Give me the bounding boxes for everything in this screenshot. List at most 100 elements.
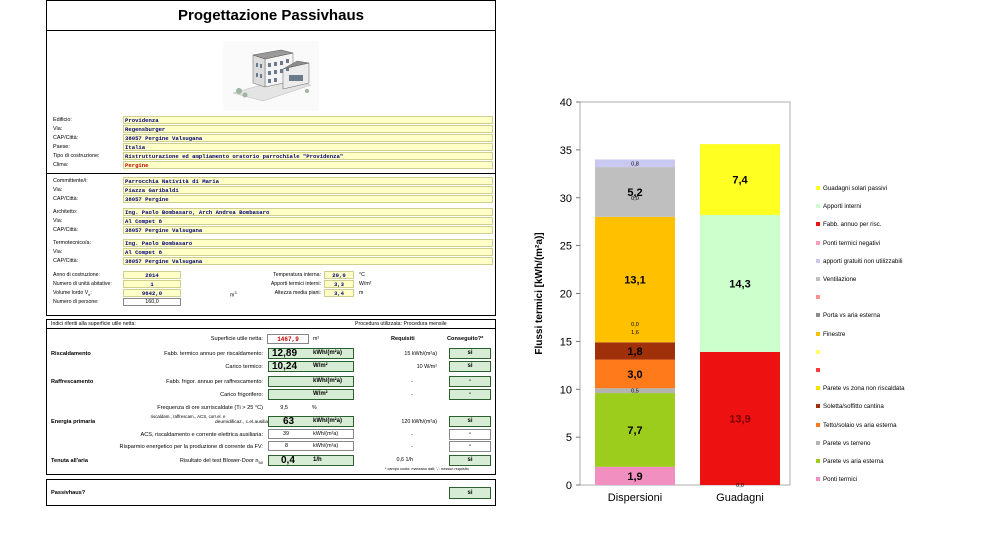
field-value[interactable]: Ristrutturazione ed ampliamento oratorio… — [123, 152, 493, 160]
field-value[interactable]: Al Compet 8 — [123, 248, 493, 256]
field-paese: Paese: Italia — [47, 143, 495, 151]
requisiti-header: Requisiti — [391, 336, 415, 342]
legend-swatch — [816, 222, 820, 227]
field-label: CAP/Città: — [53, 135, 79, 141]
legend-item: Parete vs terreno — [816, 440, 870, 448]
y-tick-label: 40 — [560, 97, 572, 109]
riscaldamento-heading: Riscaldamento — [51, 351, 91, 357]
fabb-risc-label: Fabb. termico annuo per riscaldamento: — [164, 351, 263, 357]
field-value[interactable]: 38057 Pergine — [123, 195, 493, 203]
tenuta-heading: Tenuta all'aria — [51, 458, 88, 464]
field-value[interactable]: 38057 Pergine Valsugana — [123, 134, 493, 142]
legend-label: Porta vs aria esterna — [823, 312, 881, 320]
volume-value[interactable]: 9642,0 — [123, 289, 181, 297]
bar-segment — [595, 388, 675, 394]
field-value[interactable]: Pergine — [123, 161, 493, 169]
conseguito-header: Conseguito?* — [447, 336, 484, 342]
legend-label: apporti gratuiti non utilizzabili — [823, 257, 903, 265]
legend-swatch — [816, 349, 820, 354]
legend-label: Ventilazione — [823, 276, 857, 283]
field-value[interactable]: Regensburger — [123, 125, 493, 133]
field-label: CAP/Città: — [53, 196, 79, 202]
legend-item: Parete vs aria esterna — [816, 458, 884, 466]
legend-item: Soletta/soffitto cantina — [816, 403, 884, 411]
data-label: 3,0 — [627, 369, 642, 381]
fabb-risc-value: 12,89 — [272, 348, 298, 359]
risp-label: Risparmio energetico per la produzione d… — [119, 444, 263, 450]
y-tick-label: 30 — [560, 193, 572, 205]
apporti-value[interactable]: 3,3 — [324, 280, 354, 288]
passivhaus-panel: Passivhaus? si — [46, 479, 496, 506]
field-value[interactable]: 38057 Pergine Valsugana — [123, 226, 493, 234]
altezza-value[interactable]: 3,4 — [324, 289, 354, 297]
superficie-label: Superficie utile netta: — [210, 336, 263, 342]
field-label: Clima: — [53, 162, 69, 168]
indici-header: Indici riferiti alla superficie utile ne… — [51, 321, 136, 327]
fabb-risc-cell: 12,89 kWh/(m²a) — [268, 348, 354, 359]
altezza-label: Altezza media piani: — [274, 290, 321, 296]
risp-unit: kWh/(m²a) — [313, 443, 339, 449]
temp-label: Temperatura interna: — [273, 272, 321, 278]
y-tick-label: 15 — [560, 336, 572, 348]
field-value[interactable]: Piazza Garibaldi — [123, 186, 493, 194]
bar-segment — [700, 214, 780, 352]
legend-swatch — [816, 240, 820, 245]
legend-swatch — [816, 295, 820, 300]
data-label: 1,6 — [631, 330, 639, 336]
persone-value[interactable]: 160,0 — [123, 298, 181, 306]
field-architetto: Architetto: Ing. Paolo Bombasaro, Arch A… — [47, 208, 495, 216]
bar-segment — [595, 466, 675, 485]
ep-label-2: deumidificaz., c.el.ausiliaria: — [215, 420, 275, 425]
risp-ok: - — [449, 441, 491, 452]
legend-item — [816, 349, 823, 357]
carico-frig-cell: W/m² — [268, 389, 354, 400]
carico-req: 10 W/m² — [416, 364, 437, 370]
field-committente-cap: CAP/Città: 38057 Pergine — [47, 195, 495, 203]
field-label: CAP/Città: — [53, 258, 79, 264]
legend-label: Fabb. annuo per risc. — [823, 221, 882, 229]
temp-unit: °C — [359, 272, 365, 278]
chart-canvas: 0 5 10 15 20 25 30 35 40 Flussi termici [kWh/(m²a… — [534, 97, 791, 504]
unita-value[interactable]: 1 — [123, 280, 181, 288]
building-illustration — [223, 41, 319, 111]
blower-unit: 1/h — [313, 457, 322, 463]
passivhaus-ok: si — [449, 487, 491, 499]
blower-value: 0,4 — [281, 455, 295, 466]
fabb-raff-cell: kWh/(m²a) — [268, 376, 354, 387]
legend-label: Ponti termici negativi — [823, 239, 881, 247]
field-value[interactable]: Italia — [123, 143, 493, 151]
legend-item: Ponti termici negativi — [816, 240, 880, 248]
field-value[interactable]: 38057 Pergine Valsugana — [123, 257, 493, 265]
superficie-value[interactable]: 1467,9 — [267, 334, 309, 344]
legend-swatch — [816, 477, 820, 482]
risp-cell: 8 kWh/(m²a) — [268, 441, 354, 451]
field-value[interactable]: Ing. Paolo Bombasaro — [123, 239, 493, 247]
data-label: 7,7 — [627, 425, 642, 437]
field-edificio: Edificio: Providenza — [47, 116, 495, 124]
field-value[interactable]: Providenza — [123, 116, 493, 124]
field-value[interactable]: Ing. Paolo Bombasaro, Arch Andrea Bombas… — [123, 208, 493, 216]
field-label: Via: — [53, 187, 63, 193]
data-label: 0,5 — [631, 389, 639, 395]
risp-req: - — [411, 444, 413, 450]
y-tick-label: 25 — [560, 241, 572, 253]
bar-segment — [595, 359, 675, 389]
volume-label: Volume lordo Ve: — [53, 290, 92, 298]
field-label: CAP/Città: — [53, 227, 79, 233]
ep-label-small: riscaldam., raffrescam., ACS, corr.el. e — [150, 414, 226, 419]
legend-swatch — [816, 204, 820, 209]
bar-segment — [700, 144, 780, 215]
field-termotecnico-cap: CAP/Città: 38057 Pergine Valsugana — [47, 257, 495, 265]
field-value[interactable]: Parrocchia Natività di Maria — [123, 177, 493, 185]
fabb-raff-ok: - — [449, 376, 491, 387]
field-value[interactable]: Al Compet 8 — [123, 217, 493, 225]
legend-label: Parete vs aria esterna — [823, 458, 884, 465]
data-label: 0,8 — [631, 161, 639, 167]
carico-frig-unit: W/m² — [313, 391, 328, 397]
anno-value[interactable]: 2014 — [123, 271, 181, 279]
passivhaus-label: Passivhaus? — [51, 490, 86, 496]
legend-item: Apporti interni — [816, 203, 861, 211]
ep-unit: kWh/(m²a) — [313, 418, 342, 424]
temp-value[interactable]: 20,0 — [324, 271, 354, 279]
carico-frig-label: Carico frigorifero: — [220, 392, 263, 398]
